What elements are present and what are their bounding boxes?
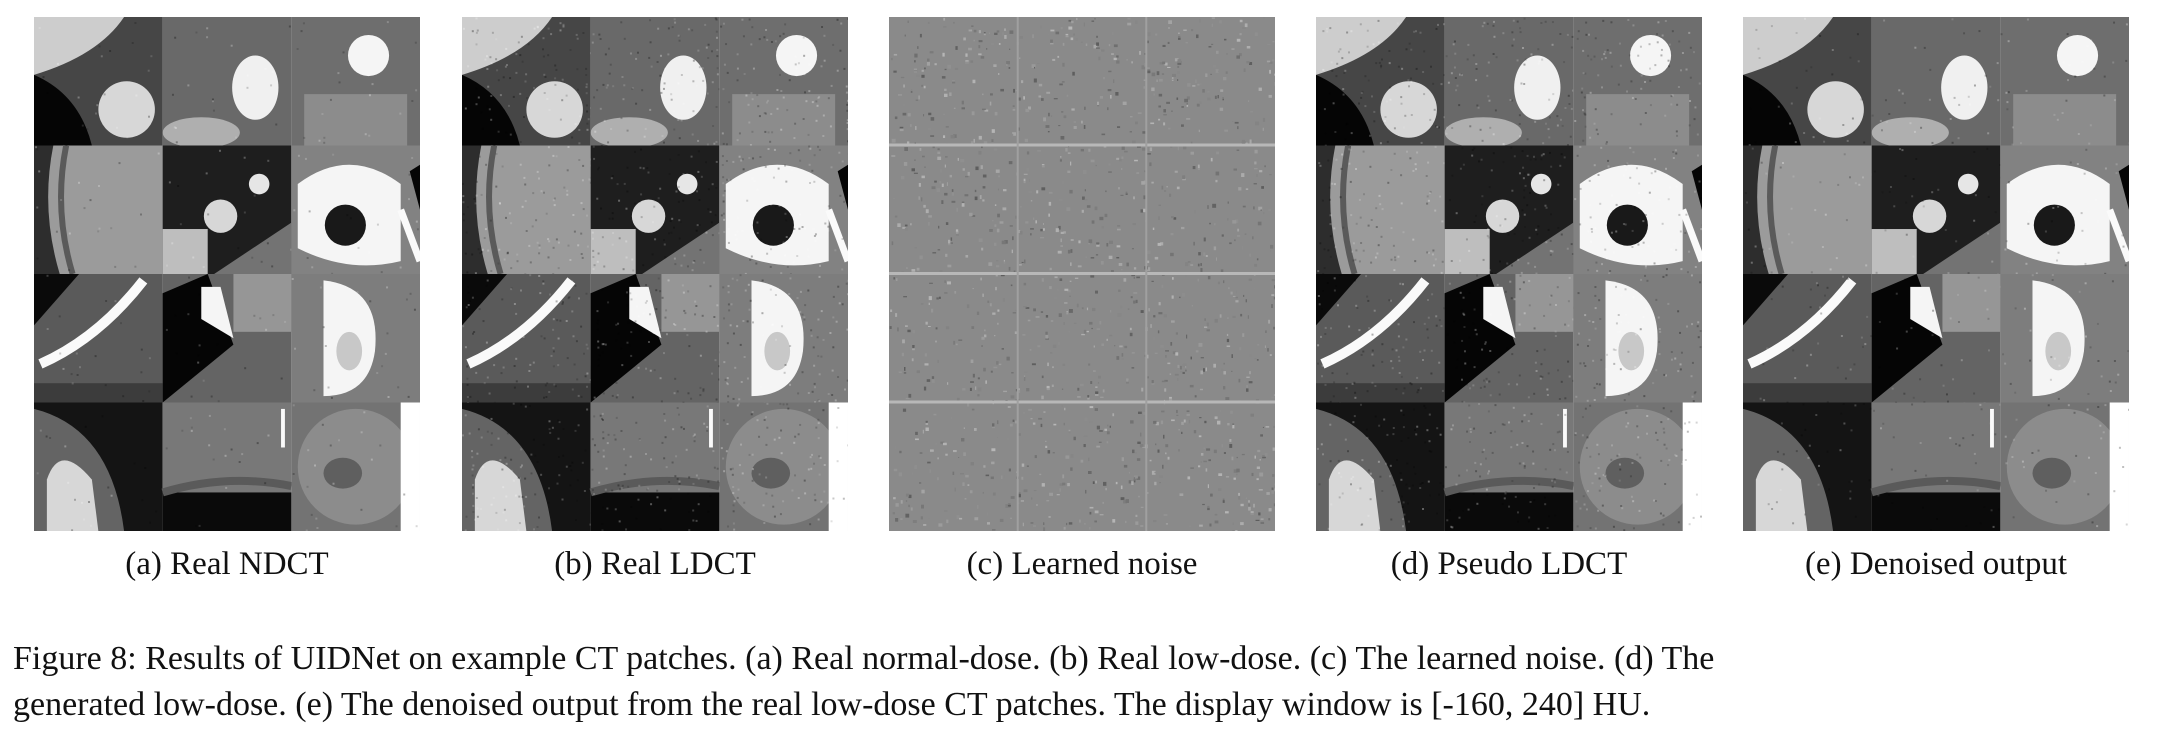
ct-patch-grid (462, 17, 848, 531)
ct-patch-grid (1743, 17, 2129, 531)
noise-patch-grid (889, 17, 1275, 531)
figure-caption-line-2: generated low-dose. (e) The denoised out… (13, 686, 1651, 723)
ct-patch-grid (1316, 17, 1702, 531)
ct-patch-grid (34, 17, 420, 531)
panel-real-ndct (34, 17, 420, 531)
panel-caption-b: (b) Real LDCT (554, 546, 756, 582)
figure-caption: Figure 8: Results of UIDNet on example C… (13, 636, 2148, 728)
panel-caption-d: (d) Pseudo LDCT (1390, 546, 1628, 582)
panel-pseudo-ldct (1316, 17, 1702, 531)
panel-caption-a: (a) Real NDCT (125, 546, 329, 582)
figure-caption-line-1: Figure 8: Results of UIDNet on example C… (13, 640, 1715, 677)
panel-caption-c: (c) Learned noise (966, 546, 1198, 582)
panel-learned-noise (889, 17, 1275, 531)
panel-real-ldct (462, 17, 848, 531)
figure-panels: (a) Real NDCT (b) Real LDCT (c) Learned … (34, 17, 2129, 582)
panel-denoised-output (1743, 17, 2129, 531)
panel-caption-e: (e) Denoised output (1804, 546, 2068, 582)
